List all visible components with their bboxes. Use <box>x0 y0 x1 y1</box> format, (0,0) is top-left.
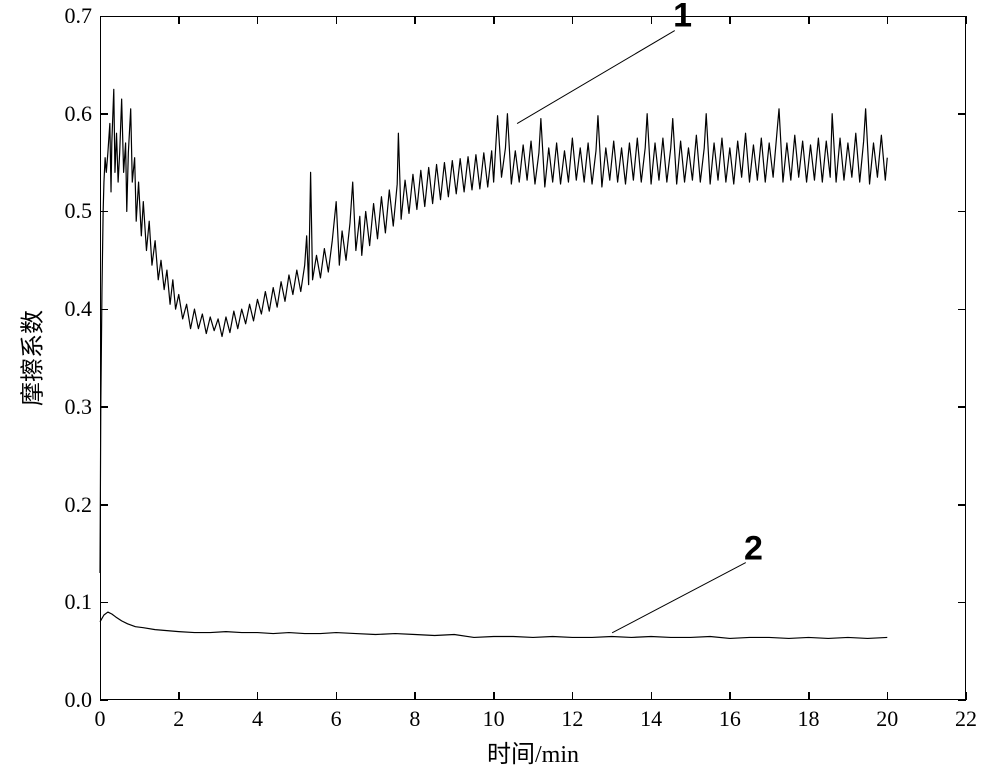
y-tick <box>100 113 108 115</box>
x-tick-label: 6 <box>331 706 342 732</box>
x-tick <box>887 16 889 24</box>
x-axis-title: 时间/min <box>487 734 579 769</box>
y-tick-label: 0.0 <box>65 687 93 713</box>
x-tick <box>257 692 259 700</box>
y-tick <box>958 309 966 311</box>
series-curve1 <box>100 89 887 573</box>
figure: 摩擦系数 时间/min 02468101214161820220.00.10.2… <box>0 0 1000 770</box>
series-layer <box>100 16 966 700</box>
y-tick-label: 0.7 <box>65 3 93 29</box>
x-tick <box>572 16 574 24</box>
y-tick-label: 0.1 <box>65 589 93 615</box>
y-tick <box>958 113 966 115</box>
x-tick-label: 0 <box>95 706 106 732</box>
y-tick <box>100 602 108 604</box>
plot-area <box>100 16 966 700</box>
series-annotation-curve2: 2 <box>744 529 763 568</box>
x-tick-label: 14 <box>640 706 662 732</box>
y-tick-label: 0.4 <box>65 296 93 322</box>
y-tick <box>958 602 966 604</box>
x-tick-label: 12 <box>561 706 583 732</box>
x-tick <box>808 16 810 24</box>
y-tick-label: 0.3 <box>65 394 93 420</box>
y-tick <box>100 504 108 506</box>
x-tick-label: 2 <box>173 706 184 732</box>
x-tick <box>414 16 416 24</box>
x-tick <box>572 692 574 700</box>
y-tick <box>100 16 108 18</box>
y-tick <box>958 700 966 702</box>
y-tick <box>958 211 966 213</box>
x-tick-label: 8 <box>409 706 420 732</box>
x-tick <box>414 692 416 700</box>
x-tick <box>966 16 968 24</box>
x-tick-label: 16 <box>719 706 741 732</box>
series-annotation-curve1: 1 <box>673 0 692 36</box>
y-tick <box>100 211 108 213</box>
y-tick-label: 0.2 <box>65 492 93 518</box>
x-tick <box>729 16 731 24</box>
y-tick <box>100 700 108 702</box>
x-tick <box>729 692 731 700</box>
x-tick <box>257 16 259 24</box>
x-tick <box>651 692 653 700</box>
y-tick-label: 0.5 <box>65 198 93 224</box>
x-tick <box>651 16 653 24</box>
series-curve2 <box>100 612 887 638</box>
x-tick <box>336 692 338 700</box>
x-tick <box>493 16 495 24</box>
x-tick <box>808 692 810 700</box>
x-tick <box>336 16 338 24</box>
x-tick-label: 18 <box>798 706 820 732</box>
x-tick-label: 20 <box>876 706 898 732</box>
x-tick <box>100 16 102 24</box>
x-tick <box>887 692 889 700</box>
y-tick <box>958 504 966 506</box>
x-tick-label: 22 <box>955 706 977 732</box>
x-tick <box>493 692 495 700</box>
x-tick-label: 10 <box>483 706 505 732</box>
x-tick <box>178 692 180 700</box>
y-tick <box>958 16 966 18</box>
x-tick-label: 4 <box>252 706 263 732</box>
x-tick <box>178 16 180 24</box>
y-tick-label: 0.6 <box>65 101 93 127</box>
y-tick <box>958 406 966 408</box>
y-tick <box>100 406 108 408</box>
y-axis-title: 摩擦系数 <box>13 310 48 406</box>
y-tick <box>100 309 108 311</box>
